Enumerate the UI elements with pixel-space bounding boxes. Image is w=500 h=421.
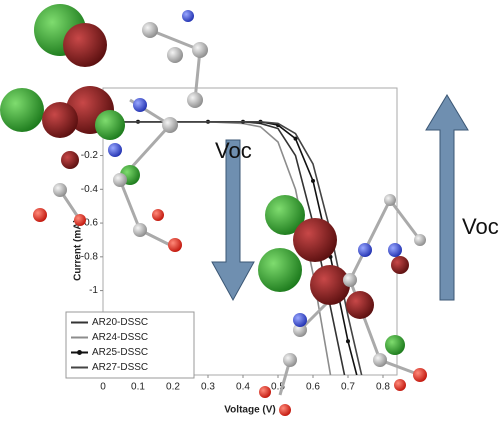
y-tick-label: -0.2 bbox=[81, 150, 99, 161]
x-tick-label: 0.7 bbox=[341, 382, 355, 393]
legend-marker bbox=[77, 350, 82, 355]
series-marker bbox=[311, 178, 315, 183]
x-tick-label: 0.3 bbox=[201, 382, 215, 393]
series-marker bbox=[364, 407, 368, 411]
annotation: Voc bbox=[215, 138, 252, 163]
x-axis-label: Voltage (V) bbox=[224, 405, 275, 416]
legend-label: AR25-DSSC bbox=[92, 347, 148, 358]
x-tick-label: 0 bbox=[100, 382, 106, 393]
x-tick-label: 0.5 bbox=[271, 382, 285, 393]
y-tick-label: -0.8 bbox=[81, 251, 99, 262]
y-tick-label: -0.4 bbox=[81, 184, 99, 195]
x-tick-label: 0.8 bbox=[376, 382, 390, 393]
y-tick-label: -0.6 bbox=[81, 218, 99, 229]
arrow-down bbox=[211, 139, 255, 302]
arrow-up bbox=[425, 94, 469, 301]
annotation: Voc bbox=[462, 214, 499, 239]
series-marker bbox=[293, 136, 298, 141]
x-tick-label: 0.6 bbox=[306, 382, 320, 393]
y-tick-label: -1 bbox=[89, 285, 98, 296]
legend-label: AR20-DSSC bbox=[92, 317, 148, 328]
y-axis-label: Current (mA) bbox=[73, 219, 84, 281]
x-tick-label: 0.4 bbox=[236, 382, 250, 393]
plot-frame bbox=[102, 87, 398, 376]
molecule-left bbox=[0, 4, 208, 252]
molecule-right bbox=[258, 194, 427, 416]
series-marker bbox=[346, 339, 350, 344]
x-tick-label: 0.2 bbox=[166, 382, 180, 393]
legend-label: AR24-DSSC bbox=[92, 332, 148, 343]
legend-label: AR27-DSSC bbox=[92, 362, 148, 373]
x-tick-label: 0.1 bbox=[131, 382, 145, 393]
legend-layer: AR20-DSSC AR24-DSSC AR25-DSSC AR27-DSSC bbox=[65, 311, 195, 379]
